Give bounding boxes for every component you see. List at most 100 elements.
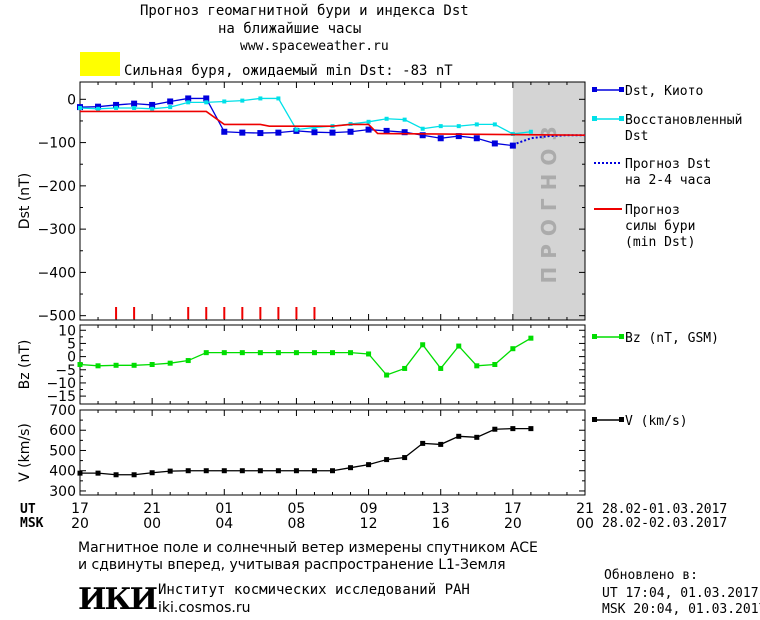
- data-point: [384, 372, 390, 378]
- data-point: [402, 455, 408, 461]
- data-point: [203, 95, 210, 102]
- data-point: [473, 135, 480, 142]
- data-point: [131, 100, 138, 107]
- data-point: [258, 96, 263, 101]
- data-point: [401, 129, 408, 136]
- legend-label: Восстановленный: [625, 113, 742, 128]
- data-point: [149, 101, 156, 108]
- legend-label: Dst, Киото: [625, 84, 703, 99]
- data-point: [402, 365, 408, 371]
- legend-label: на 2-4 часа: [625, 173, 711, 188]
- series-line: [79, 97, 513, 147]
- data-point: [311, 129, 318, 136]
- data-point: [437, 135, 444, 142]
- data-point: [114, 105, 119, 110]
- data-point: [149, 470, 155, 476]
- data-point: [257, 130, 264, 137]
- data-point: [257, 468, 263, 474]
- ut-tick-label: 13: [432, 501, 450, 517]
- data-point: [275, 468, 281, 474]
- data-point: [77, 470, 83, 476]
- title-line-1: Прогноз геомагнитной бури и индекса Dst: [140, 3, 469, 19]
- y-tick-label: 0: [67, 350, 76, 366]
- data-point: [384, 457, 390, 463]
- title-line-2: на ближайшие часы: [218, 21, 362, 37]
- data-point: [239, 129, 246, 136]
- data-point: [239, 350, 245, 356]
- data-point: [294, 127, 299, 132]
- panel-frame-v: [79, 409, 586, 496]
- data-point: [257, 350, 263, 356]
- data-point: [474, 434, 480, 440]
- legend-marker: [592, 87, 597, 92]
- legend-label: Прогноз Dst: [625, 157, 711, 172]
- data-point: [456, 433, 462, 439]
- y-tick-label: 10: [58, 323, 76, 339]
- y-tick-label: −500: [38, 309, 76, 325]
- legend-label: (min Dst): [625, 235, 695, 250]
- data-point: [185, 358, 191, 364]
- data-point: [438, 124, 443, 129]
- y-tick-label: −10: [46, 376, 76, 392]
- msk-tick-label: 04: [215, 516, 233, 532]
- y-tick-label: 600: [49, 423, 76, 439]
- data-point: [366, 462, 372, 468]
- panel-frame-dst: [79, 81, 586, 321]
- y-tick-label: −200: [38, 179, 76, 195]
- data-point: [384, 116, 389, 121]
- data-point: [149, 362, 155, 367]
- data-point: [95, 363, 101, 369]
- ut-tick-label: 05: [288, 501, 306, 517]
- y-tick-label: −5: [55, 363, 76, 379]
- data-point: [474, 363, 480, 369]
- legend-label: Прогноз: [625, 203, 680, 218]
- legend-label: силы бури: [625, 219, 695, 234]
- data-point: [293, 468, 299, 474]
- data-point: [348, 465, 354, 471]
- iki-logo: ИКИ: [78, 582, 158, 617]
- institute-url[interactable]: iki.cosmos.ru: [158, 600, 251, 616]
- data-point: [420, 342, 426, 348]
- data-point: [419, 132, 426, 139]
- y-tick-label: 400: [49, 464, 76, 480]
- msk-tick-label: 20: [504, 516, 522, 532]
- y-axis-label-bz: Bz (nT): [17, 340, 33, 390]
- data-point: [78, 105, 82, 110]
- y-tick-label: −15: [46, 389, 76, 405]
- data-point: [420, 126, 425, 131]
- storm-alert-text: Сильная буря, ожидаемый min Dst: -83 nT: [124, 63, 453, 79]
- msk-tick-label: 20: [71, 516, 89, 532]
- series-line: [79, 97, 531, 135]
- legend-marker: [592, 334, 597, 339]
- data-point: [168, 105, 173, 110]
- storm-alert-indicator: [80, 52, 120, 76]
- y-tick-label: −300: [38, 222, 76, 238]
- legend-label: Bz (nT, GSM): [625, 331, 719, 346]
- data-point: [204, 100, 209, 105]
- legend-marker: [619, 417, 624, 422]
- data-point: [492, 426, 498, 432]
- data-point: [96, 106, 101, 111]
- legend-marker: [619, 116, 624, 121]
- msk-axis-label: MSK: [20, 516, 44, 531]
- y-tick-label: 0: [67, 92, 76, 108]
- data-point: [185, 95, 192, 102]
- data-point: [131, 472, 137, 478]
- y-tick-label: 5: [67, 336, 76, 352]
- source-url[interactable]: www.spaceweather.ru: [240, 39, 389, 54]
- footnote-line-2: и сдвинуты вперед, учитывая распростране…: [78, 557, 506, 573]
- y-tick-label: 700: [49, 403, 76, 419]
- y-axis-label-dst: Dst (nT): [17, 173, 33, 229]
- data-point: [221, 128, 228, 135]
- data-point: [221, 350, 227, 356]
- data-point: [528, 129, 533, 134]
- legend-label: V (km/s): [625, 414, 688, 429]
- data-point: [420, 440, 426, 446]
- data-point: [330, 350, 335, 356]
- data-point: [275, 129, 282, 136]
- data-point: [456, 124, 461, 129]
- msk-date-range: 28.02-02.03.2017: [602, 516, 728, 531]
- data-point: [455, 133, 462, 140]
- updated-ut: UT 17:04, 01.03.2017: [602, 586, 759, 601]
